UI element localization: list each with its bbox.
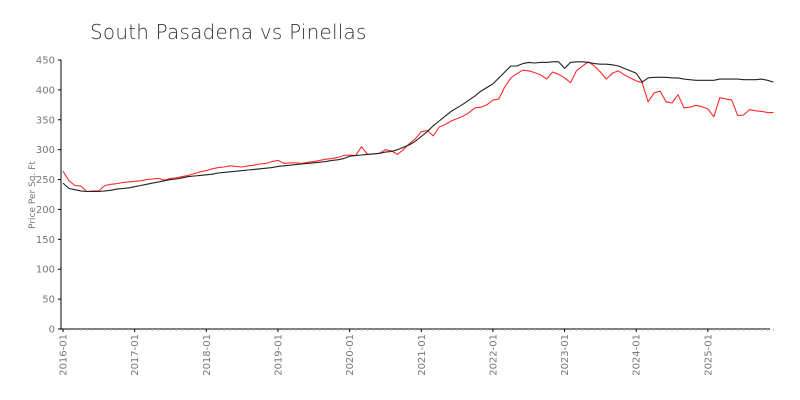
x-tick-label: 2025-01 (703, 334, 714, 376)
y-tick-label: 150 (36, 235, 55, 246)
y-tick-label: 300 (36, 145, 55, 156)
x-tick-label: 2016-01 (59, 334, 70, 376)
y-axis: 0 50 100 150 200 250 300 350 400 450 (36, 56, 62, 336)
x-tick-label: 2023-01 (560, 334, 571, 376)
x-tick-label: 2024-01 (632, 334, 643, 376)
x-tick-label: 2022-01 (488, 334, 499, 376)
x-tick-label: 2021-01 (417, 334, 428, 376)
y-tick-label: 350 (36, 115, 55, 126)
series-layer (62, 61, 774, 193)
x-tick-label: 2019-01 (273, 334, 284, 376)
y-tick-label: 250 (36, 175, 55, 186)
chart-title: South Pasadena vs Pinellas (90, 20, 367, 44)
x-tick-label: 2020-01 (345, 334, 356, 376)
x-tick-label: 2018-01 (202, 334, 213, 376)
y-tick-label: 50 (42, 295, 55, 306)
y-axis-title: Price Per Sq. Ft (28, 161, 38, 229)
x-tick-label: 2017-01 (130, 334, 141, 376)
y-tick-label: 400 (36, 85, 55, 96)
y-tick-label: 450 (36, 56, 55, 67)
x-axis: 2016-01 2017-01 2018-01 2019-01 2020-01 2021-… (59, 328, 775, 376)
y-tick-label: 100 (36, 265, 55, 276)
y-tick-label: 200 (36, 205, 55, 216)
y-tick-label: 0 (49, 325, 55, 336)
series-line-south-pasadena (62, 61, 774, 193)
series-line-pinellas (62, 61, 774, 193)
